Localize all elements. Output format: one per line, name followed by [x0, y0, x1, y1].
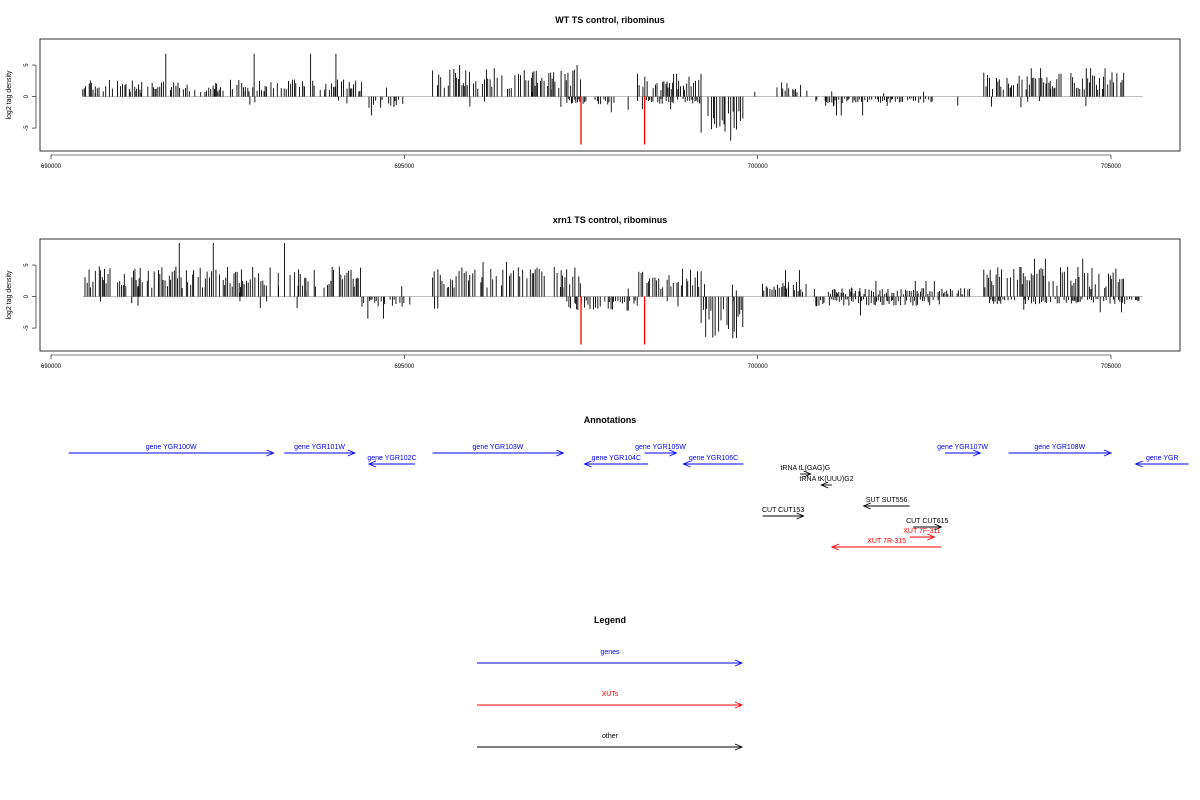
annotation-arrow	[830, 543, 942, 551]
x-tick-label: 700000	[748, 364, 769, 370]
annotation-arrow	[1008, 449, 1113, 457]
annotation-label: SUT SUT556	[866, 497, 908, 504]
annotation-label: CUT CUT615	[906, 518, 948, 525]
annotation-label: tRNA tK(UUU)G2	[800, 476, 854, 483]
annotation-arrow	[1134, 460, 1189, 468]
annotation-arrow	[68, 449, 275, 457]
annotation-label: XUT 7R-315	[867, 538, 906, 545]
wt-track-title: WT TS control, ribominus	[555, 15, 665, 25]
annotation-arrow	[644, 449, 678, 457]
x-tick-label: 695000	[394, 364, 415, 370]
annotation-label: gene YGR100W	[146, 444, 197, 451]
annotation-label: CUT CUT153	[762, 507, 804, 514]
annotation-label: gene YGR108W	[1034, 444, 1085, 451]
annotation-arrow	[820, 481, 832, 489]
annotation-arrow	[682, 460, 744, 468]
x-tick-label: 705000	[1101, 164, 1122, 170]
x-tick-label: 690000	[41, 164, 62, 170]
annotation-label: gene YGR104C	[592, 455, 641, 462]
x-tick-label: 705000	[1101, 364, 1122, 370]
annotations-panel: Annotations gene YGR100W gene YGR101Wgene…	[68, 415, 1189, 551]
annotation-features: gene YGR100W gene YGR101W gene YGR102C gene…	[68, 444, 1189, 551]
y-tick-label: 5	[24, 263, 30, 267]
annotation-label: gene YGR103W	[473, 444, 524, 451]
xrn1-signal-bars	[82, 243, 1143, 345]
legend-arrow	[477, 743, 744, 751]
xrn1-y-axis: -5 0 5	[24, 263, 37, 331]
annotation-arrow	[800, 470, 812, 478]
annotation-label: gene YGR105W	[635, 444, 686, 451]
annotation-label: gene YGR107W	[937, 444, 988, 451]
legend-arrow	[477, 701, 744, 709]
wt-plot-frame	[39, 38, 1181, 152]
xrn1-plot-frame	[39, 238, 1181, 352]
legend-label: XUTs	[602, 691, 619, 698]
annotation-label: gene YGR106C	[689, 455, 738, 462]
annotation-arrow	[583, 460, 649, 468]
annotation-arrow	[944, 449, 982, 457]
legend-title: Legend	[594, 615, 626, 625]
x-tick-label: 700000	[748, 164, 769, 170]
annotation-arrow	[909, 533, 936, 541]
legend-label: genes	[600, 649, 620, 656]
legend-items: genes XUTs other	[477, 649, 744, 751]
annotations-title: Annotations	[584, 415, 637, 425]
xrn1-track-panel: xrn1 TS control, ribominus log2 tag dens…	[6, 215, 1181, 370]
wt-y-axis: -5 0 5	[24, 63, 37, 131]
legend-panel: Legend genes XUTs other	[477, 615, 744, 751]
legend-label: other	[602, 733, 619, 740]
xrn1-x-axis: 690000 695000 700000 705000	[41, 354, 1122, 370]
xrn1-track-title: xrn1 TS control, ribominus	[553, 215, 668, 225]
wt-y-axis-label: log2 tag density	[6, 70, 13, 120]
annotation-arrow	[913, 523, 943, 531]
x-tick-label: 690000	[41, 364, 62, 370]
y-tick-label: 0	[24, 94, 30, 98]
y-tick-label: -5	[24, 325, 30, 331]
y-tick-label: 5	[24, 63, 30, 67]
x-tick-label: 695000	[394, 164, 415, 170]
y-tick-label: 0	[24, 294, 30, 298]
annotation-label: XUT 7F-311	[903, 528, 941, 535]
annotation-label: gene YGR101W	[294, 444, 345, 451]
annotation-arrow	[862, 502, 910, 510]
xrn1-y-axis-label: log2 tag density	[6, 270, 13, 320]
y-tick-label: -5	[24, 125, 30, 131]
annotation-arrow	[762, 512, 805, 520]
annotation-label: gene YGR102C	[367, 455, 416, 462]
wt-track-panel: WT TS control, ribominus log2 tag densit…	[6, 15, 1181, 170]
legend-arrow	[477, 659, 744, 667]
annotation-arrow	[284, 449, 357, 457]
annotation-label: gene YGR	[1146, 455, 1179, 462]
annotation-label: tRNA tL(GAG)G	[780, 465, 830, 472]
annotation-arrow	[367, 460, 415, 468]
annotation-arrow	[432, 449, 565, 457]
wt-x-axis: 690000 695000 700000 705000	[41, 154, 1122, 170]
wt-signal-bars	[82, 53, 1143, 145]
